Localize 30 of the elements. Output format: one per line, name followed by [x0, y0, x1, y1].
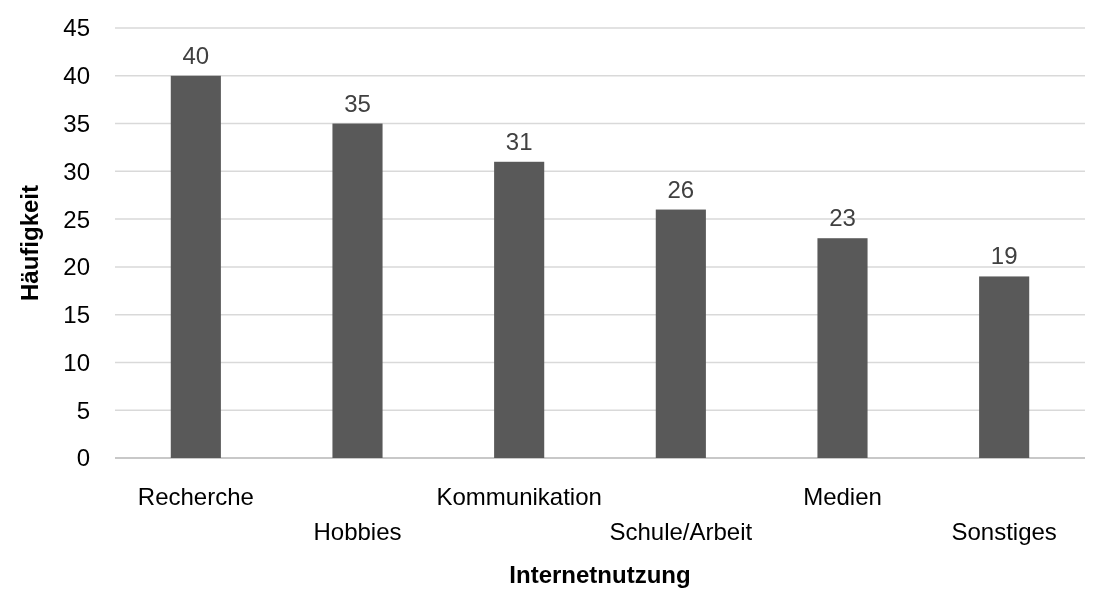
y-tick-label: 30: [63, 157, 90, 185]
bar: [817, 238, 868, 458]
bar: [332, 123, 383, 458]
bar: [979, 276, 1030, 458]
data-label: 23: [829, 204, 856, 232]
y-tick-label: 25: [63, 205, 90, 233]
bar: [655, 209, 706, 458]
x-tick-label: Sonstiges: [951, 518, 1057, 545]
x-tick-label: Hobbies: [313, 518, 402, 545]
bar: [494, 161, 545, 458]
x-axis-title: Internetnutzung: [509, 561, 691, 588]
data-label: 35: [344, 89, 371, 117]
data-label: 26: [667, 175, 695, 203]
y-tick-label: 15: [63, 301, 90, 329]
data-label: 19: [990, 242, 1018, 270]
x-tick-label: Schule/Arbeit: [609, 518, 753, 545]
y-tick-label: 35: [63, 109, 90, 137]
x-tick-label: Medien: [803, 483, 882, 510]
data-label: 40: [182, 41, 210, 69]
x-tick-label: Kommunikation: [436, 483, 602, 510]
y-tick-label: 10: [63, 348, 90, 376]
data-label: 31: [505, 127, 533, 155]
y-tick-label: 5: [76, 396, 90, 424]
bar: [170, 75, 221, 458]
x-tick-label: Recherche: [137, 483, 254, 510]
y-tick-label: 45: [63, 14, 90, 42]
y-tick-label: 40: [63, 62, 90, 90]
y-tick-label: 20: [63, 253, 90, 281]
y-axis-title: Häufigkeit: [16, 184, 43, 302]
y-tick-label: 0: [76, 444, 90, 472]
